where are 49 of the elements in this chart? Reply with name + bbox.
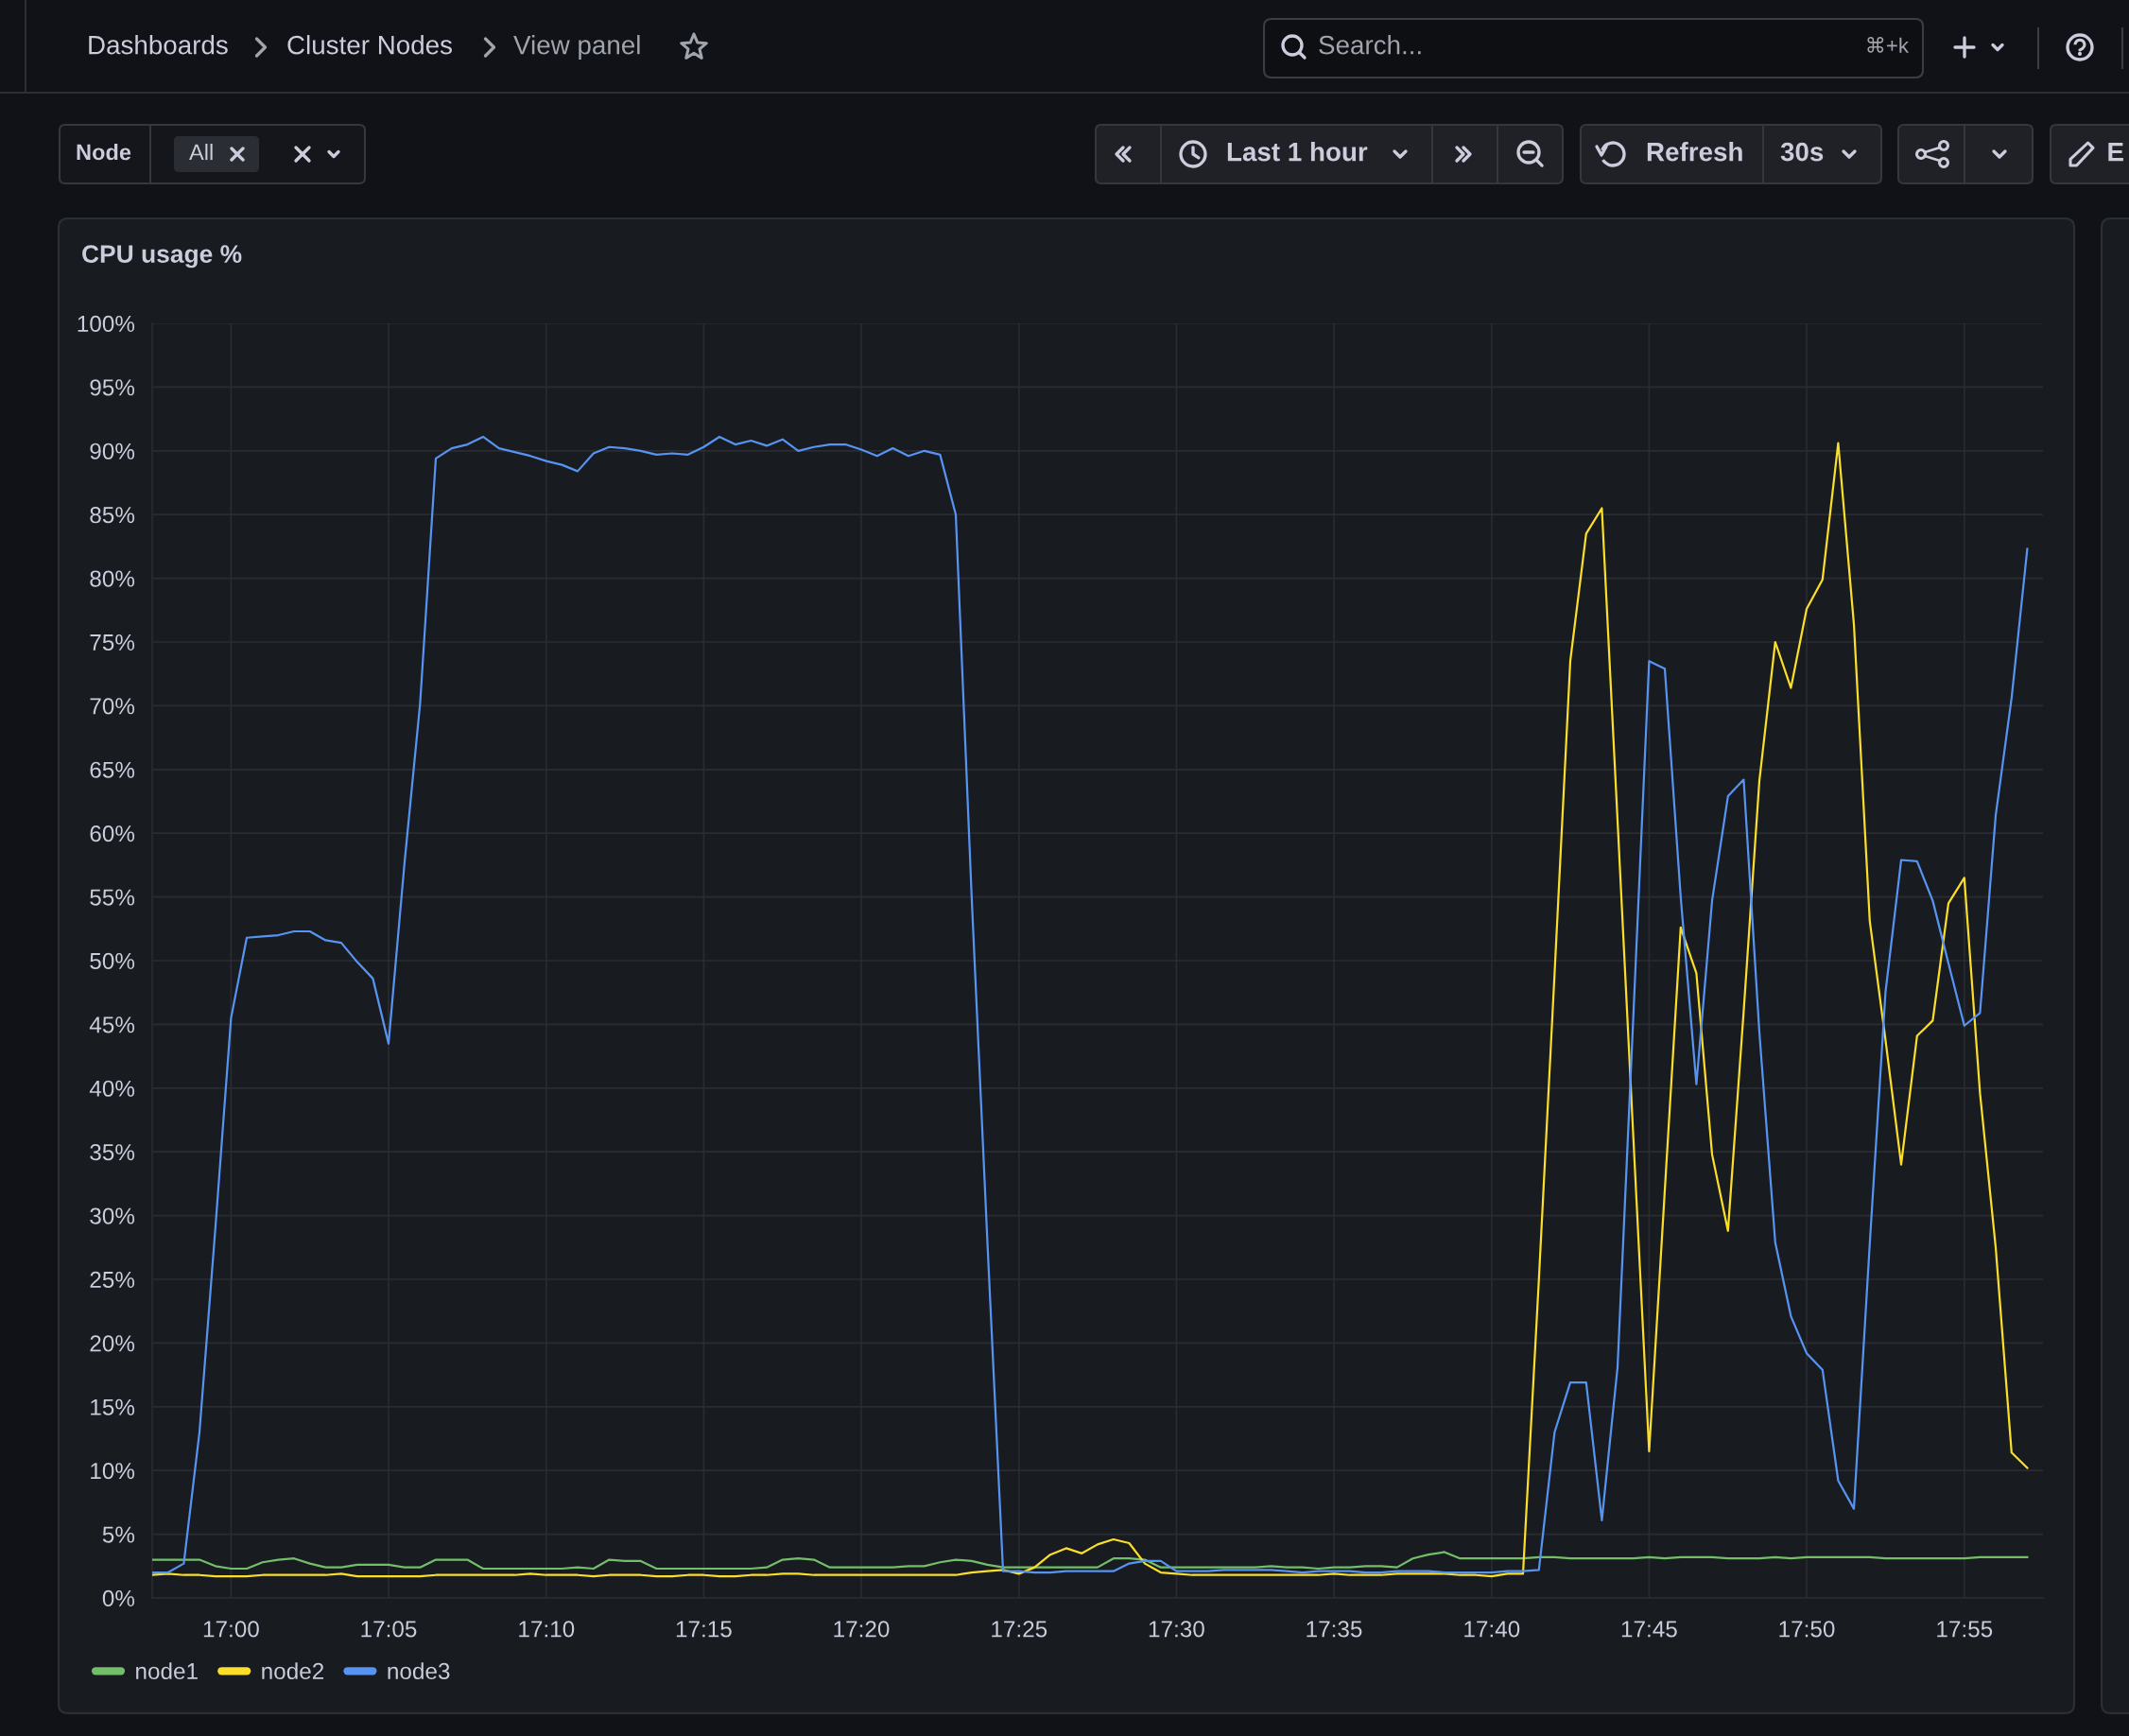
y-tick-label: 85% [90, 507, 135, 524]
legend-label: node3 [388, 1662, 450, 1680]
y-tick-label: 80% [90, 570, 135, 587]
text: View panel [513, 35, 640, 60]
y-tick-label: 30% [90, 1207, 135, 1224]
text: 30s [1780, 142, 1824, 162]
text: Dashboards [89, 35, 228, 55]
y-tick-label: 25% [90, 1271, 135, 1289]
text: All [189, 144, 213, 161]
y-tick-label: 95% [90, 379, 135, 396]
x-tick-label: 17:50 [1779, 1621, 1835, 1638]
text: ⌘+k [1867, 36, 1910, 53]
y-tick-label: 40% [89, 1080, 135, 1097]
y-tick-label: 5% [102, 1526, 135, 1543]
text: Last 1 hour [1227, 142, 1368, 162]
y-tick-label: 65% [90, 761, 135, 778]
y-tick-label: 15% [91, 1398, 135, 1415]
y-tick-label: 55% [90, 889, 135, 906]
line-series [152, 1551, 2029, 1571]
y-tick-label: 90% [90, 443, 135, 460]
x-tick-label: 17:25 [992, 1621, 1047, 1638]
x-tick-label: 17:35 [1307, 1621, 1362, 1638]
text: Cluster Nodes [287, 35, 452, 55]
x-tick-label: 17:20 [834, 1621, 890, 1638]
legend-label: node2 [262, 1662, 324, 1680]
y-tick-label: 20% [90, 1335, 135, 1352]
y-tick-label: 70% [90, 698, 135, 715]
y-tick-label: 60% [90, 825, 135, 842]
y-tick-label: 10% [91, 1463, 135, 1480]
text: Node [77, 144, 131, 161]
y-tick-label: 0% [102, 1589, 135, 1607]
y-tick-label: 35% [90, 1144, 135, 1161]
y-tick-label: 50% [90, 952, 135, 970]
y-tick-label: 75% [90, 634, 135, 651]
y-tick-label: 45% [89, 1016, 135, 1033]
legend-label: node1 [136, 1662, 198, 1680]
x-tick-label: 17:00 [203, 1621, 259, 1638]
text: Search... [1319, 35, 1421, 55]
text: Refresh [1647, 142, 1742, 162]
text: E [2108, 143, 2123, 162]
y-tick-label: 100% [78, 315, 135, 333]
x-tick-label: 17:05 [361, 1621, 417, 1638]
x-tick-label: 17:15 [676, 1621, 732, 1638]
x-tick-label: 17:10 [519, 1621, 575, 1638]
chart-title: CPU usage % [82, 245, 242, 269]
x-tick-label: 17:55 [1937, 1621, 1993, 1638]
x-tick-label: 17:40 [1464, 1621, 1520, 1638]
x-tick-label: 17:30 [1149, 1621, 1204, 1638]
x-tick-label: 17:45 [1621, 1621, 1677, 1638]
